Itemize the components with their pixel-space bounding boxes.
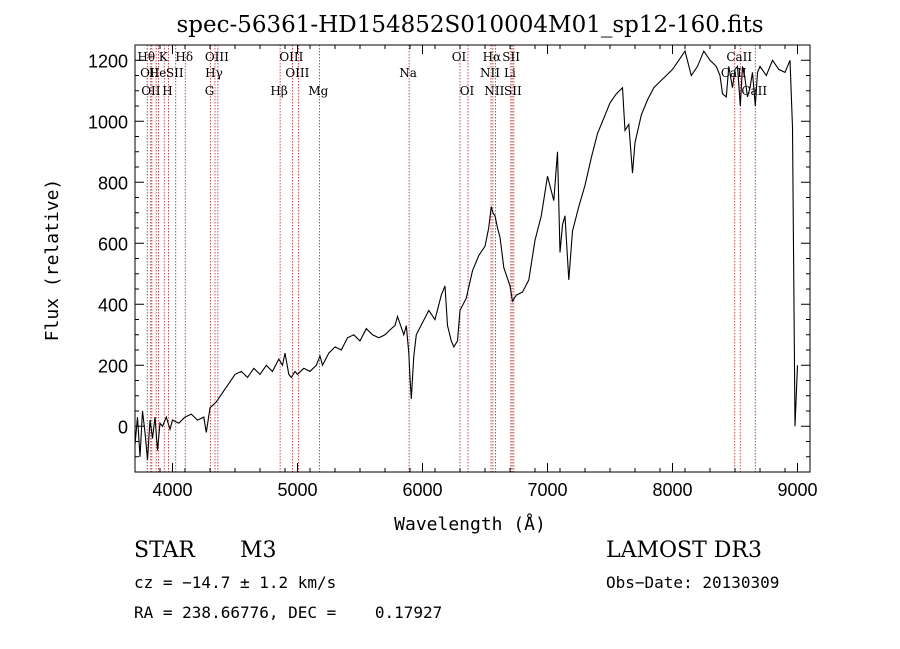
line-label: SII	[166, 66, 184, 80]
y-tick-label: 0	[118, 417, 128, 437]
x-tick-label: 4000	[152, 480, 192, 500]
survey-name: LAMOST DR3	[606, 538, 762, 563]
axis-ticks: 4000 5000 6000 7000 8000 9000 0 200 400 600 800 100…	[88, 45, 818, 500]
line-label: CaII	[721, 66, 747, 80]
x-axis-label: Wavelength (Å)	[394, 513, 546, 535]
y-tick-label: 1200	[88, 51, 128, 71]
y-tick-label: 400	[98, 295, 128, 315]
y-tick-label: 200	[98, 356, 128, 376]
line-label: OII	[141, 84, 161, 98]
y-tick-label: 800	[98, 173, 128, 193]
y-tick-label: 600	[98, 234, 128, 254]
coordinates: RA = 238.66776, DEC = 0.17927	[134, 603, 443, 622]
line-label: NII	[480, 66, 500, 80]
x-tick-label: 5000	[277, 480, 317, 500]
object-class: STAR	[134, 538, 195, 563]
line-label: NII	[484, 84, 504, 98]
line-label: He	[149, 66, 167, 80]
line-label: Hβ	[270, 84, 287, 98]
emission-line-labels: HθOIIOIIHeKHSIIHδGHγOIIIHβOIIIOIIIMgNaOI…	[137, 50, 767, 98]
x-tick-label: 8000	[652, 480, 692, 500]
line-label: K	[159, 50, 169, 64]
line-label: SII	[502, 50, 520, 64]
line-label: Li	[504, 66, 516, 80]
line-label: Hδ	[175, 50, 193, 64]
chart-title: spec-56361-HD154852S010004M01_sp12-160.f…	[176, 12, 763, 38]
line-label: OI	[460, 84, 475, 98]
spectrum-line	[134, 49, 799, 460]
line-label: CaII	[726, 50, 752, 64]
line-label: Hγ	[205, 66, 223, 80]
line-label: Na	[399, 66, 417, 80]
line-label: OIII	[285, 66, 309, 80]
line-label: OIII	[279, 50, 303, 64]
x-tick-label: 9000	[777, 480, 817, 500]
x-tick-label: 7000	[527, 480, 567, 500]
emission-line-markers	[146, 45, 756, 472]
object-subclass: M3	[240, 538, 277, 563]
line-label: G	[205, 84, 215, 98]
line-label: Hθ	[137, 50, 155, 64]
line-label: SII	[504, 84, 522, 98]
line-label: Hα	[483, 50, 502, 64]
line-label: OIII	[205, 50, 229, 64]
redshift-velocity: cz = −14.7 ± 1.2 km/s	[134, 573, 337, 592]
line-label: Mg	[308, 84, 328, 98]
y-axis-label: Flux (relative)	[42, 179, 63, 342]
y-tick-label: 1000	[88, 112, 128, 132]
plot-frame	[134, 44, 811, 473]
observation-date: Obs−Date: 20130309	[606, 573, 780, 592]
line-label: OI	[452, 50, 467, 64]
x-tick-label: 6000	[402, 480, 442, 500]
line-label: H	[162, 84, 172, 98]
line-label: OII	[140, 66, 160, 80]
